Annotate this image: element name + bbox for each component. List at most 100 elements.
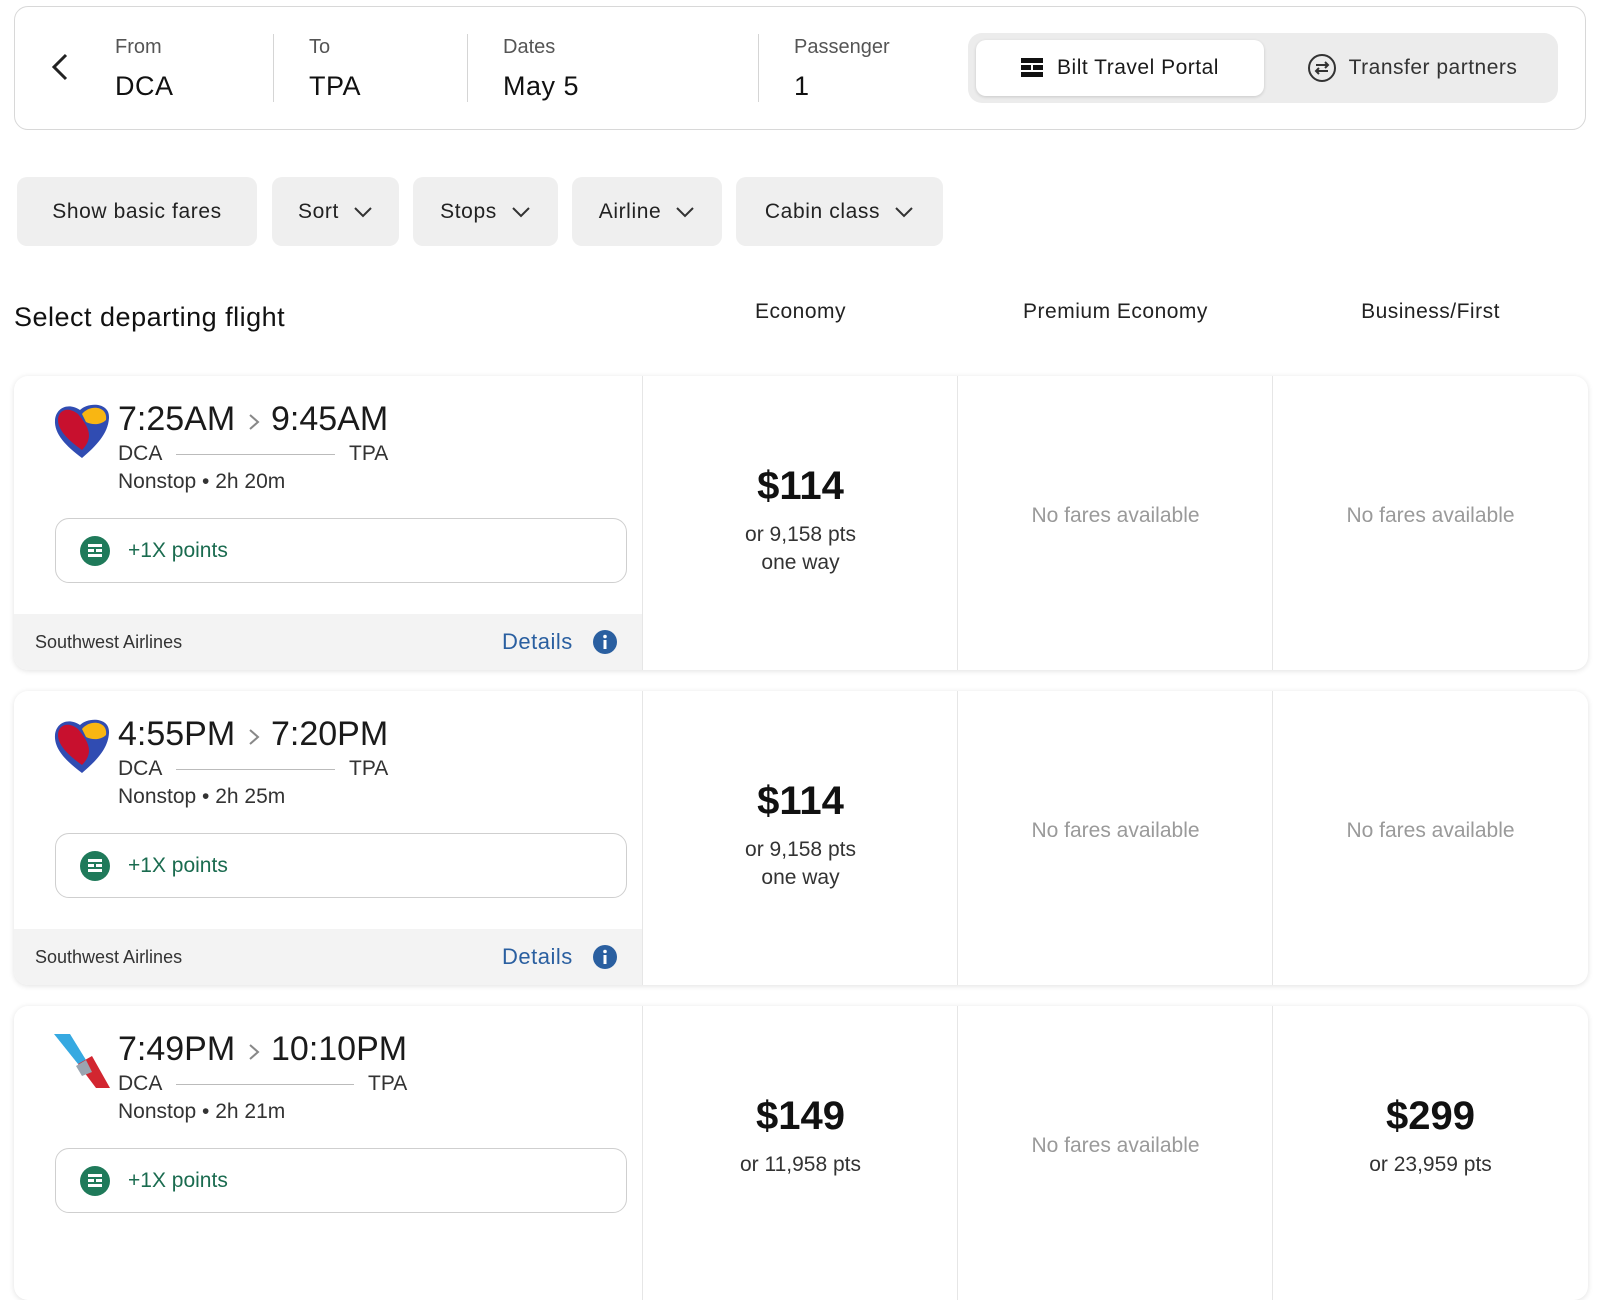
dropdown-chevron bbox=[511, 206, 531, 218]
field-label: Dates bbox=[503, 36, 556, 58]
flight-summary: Nonstop • 2h 21m bbox=[118, 1100, 286, 1123]
transfer-icon bbox=[1307, 54, 1336, 82]
field-label: To bbox=[309, 36, 331, 58]
airline-logo bbox=[52, 1030, 112, 1095]
flight-summary: Nonstop • 2h 25m bbox=[118, 785, 286, 808]
arrive-time: 10:10PM bbox=[271, 1030, 408, 1068]
airline-logo bbox=[52, 715, 112, 780]
filter-button[interactable]: Cabin class bbox=[736, 177, 943, 246]
info-icon[interactable] bbox=[593, 630, 617, 659]
destination: TPA bbox=[349, 442, 389, 465]
fare-points: or 11,958 pts bbox=[739, 1153, 862, 1176]
flight-card: 4:55PM 7:20PM DCA TPA Nonstop • 2h 25m +1X po… bbox=[14, 691, 1588, 985]
section-heading: Select departing flight bbox=[14, 302, 286, 332]
filter-label: Stops bbox=[440, 199, 497, 223]
field-label: From bbox=[115, 36, 162, 58]
fare-cell[interactable]: $114 or 9,158 pts one way bbox=[642, 376, 958, 670]
flight-card: 7:49PM 10:10PM DCA TPA Nonstop • 2h 21m +1X p… bbox=[14, 1006, 1588, 1300]
filter-label: Cabin class bbox=[764, 199, 881, 223]
fare-note: one way bbox=[761, 866, 840, 889]
search-bar bbox=[14, 6, 1586, 130]
fare-cell: No fares available bbox=[1272, 376, 1588, 670]
field-value[interactable]: 1 bbox=[794, 71, 810, 101]
details-link[interactable]: Details bbox=[502, 944, 573, 969]
card-footer: Southwest Airlines Details bbox=[14, 614, 642, 670]
column-header: Premium Economy bbox=[1023, 300, 1208, 323]
no-fares: No fares available bbox=[1031, 819, 1200, 842]
fare-price: $149 bbox=[756, 1094, 845, 1138]
depart-time: 7:25AM bbox=[118, 400, 236, 438]
depart-time: 4:55PM bbox=[118, 715, 236, 753]
portal-icon bbox=[1021, 58, 1044, 77]
arrow bbox=[247, 1042, 261, 1067]
column-header: Business/First bbox=[1361, 300, 1500, 323]
no-fares: No fares available bbox=[1346, 504, 1515, 527]
fare-cell: No fares available bbox=[957, 1006, 1273, 1300]
flight-card: 7:25AM 9:45AM DCA TPA Nonstop • 2h 20m +1X po… bbox=[14, 376, 1588, 670]
arrow bbox=[247, 412, 261, 437]
no-fares: No fares available bbox=[1031, 1134, 1200, 1157]
field-value[interactable]: May 5 bbox=[503, 71, 580, 101]
destination: TPA bbox=[368, 1072, 408, 1095]
points-pill[interactable]: +1X points bbox=[55, 518, 627, 583]
fare-note: one way bbox=[761, 551, 840, 574]
dropdown-chevron bbox=[353, 206, 373, 218]
fare-points: or 9,158 pts bbox=[745, 523, 856, 546]
flight-summary: Nonstop • 2h 20m bbox=[118, 470, 286, 493]
fare-cell: No fares available bbox=[957, 691, 1273, 985]
airline-logo bbox=[52, 400, 112, 465]
card-footer: Southwest Airlines Details bbox=[14, 929, 642, 985]
fare-cell[interactable]: $299 or 23,959 pts bbox=[1272, 1006, 1588, 1300]
route-line bbox=[176, 454, 335, 455]
filter-button[interactable]: Sort bbox=[272, 177, 399, 246]
filter-label: Airline bbox=[598, 199, 662, 223]
route-line bbox=[176, 769, 335, 770]
tab-active[interactable]: Bilt Travel Portal bbox=[976, 40, 1264, 96]
divider bbox=[273, 34, 274, 102]
fare-price: $114 bbox=[757, 464, 844, 508]
points-icon bbox=[80, 851, 110, 886]
filter-button[interactable]: Show basic fares bbox=[17, 177, 257, 246]
tab[interactable]: Transfer partners bbox=[1272, 40, 1552, 96]
fare-cell[interactable]: $149 or 11,958 pts bbox=[642, 1006, 958, 1300]
tab-label: Bilt Travel Portal bbox=[1057, 56, 1219, 79]
filter-button[interactable]: Stops bbox=[413, 177, 558, 246]
points-icon bbox=[80, 1166, 110, 1201]
destination: TPA bbox=[349, 757, 389, 780]
fare-price: $299 bbox=[1386, 1094, 1475, 1138]
dropdown-chevron bbox=[675, 206, 695, 218]
divider bbox=[467, 34, 468, 102]
route-line bbox=[176, 1084, 354, 1085]
no-fares: No fares available bbox=[1031, 504, 1200, 527]
arrive-time: 7:20PM bbox=[271, 715, 389, 753]
depart-time: 7:49PM bbox=[118, 1030, 236, 1068]
filter-button[interactable]: Airline bbox=[572, 177, 722, 246]
points-pill[interactable]: +1X points bbox=[55, 1148, 627, 1213]
arrive-time: 9:45AM bbox=[271, 400, 389, 438]
origin: DCA bbox=[118, 757, 163, 780]
no-fares: No fares available bbox=[1346, 819, 1515, 842]
page: From DCA To TPA Dates May 5 Passenger 1 … bbox=[14, 6, 1588, 1300]
filter-label: Sort bbox=[298, 199, 339, 223]
info-icon[interactable] bbox=[593, 945, 617, 974]
fare-cell: No fares available bbox=[1272, 691, 1588, 985]
arrow bbox=[247, 727, 261, 752]
points-text: +1X points bbox=[128, 854, 228, 877]
dropdown-chevron bbox=[894, 206, 914, 218]
points-pill[interactable]: +1X points bbox=[55, 833, 627, 898]
field-label: Passenger bbox=[794, 36, 890, 58]
field-value[interactable]: TPA bbox=[309, 71, 362, 101]
points-text: +1X points bbox=[128, 539, 228, 562]
back-button[interactable] bbox=[48, 52, 72, 82]
fare-cell: No fares available bbox=[957, 376, 1273, 670]
details-link[interactable]: Details bbox=[502, 629, 573, 654]
divider bbox=[758, 34, 759, 102]
points-text: +1X points bbox=[128, 1169, 228, 1192]
airline-name: Southwest Airlines bbox=[35, 632, 183, 652]
fare-points: or 9,158 pts bbox=[745, 838, 856, 861]
fare-cell[interactable]: $114 or 9,158 pts one way bbox=[642, 691, 958, 985]
column-header: Economy bbox=[754, 300, 847, 323]
origin: DCA bbox=[118, 1072, 163, 1095]
fare-points: or 23,959 pts bbox=[1369, 1153, 1492, 1176]
field-value[interactable]: DCA bbox=[115, 71, 174, 101]
